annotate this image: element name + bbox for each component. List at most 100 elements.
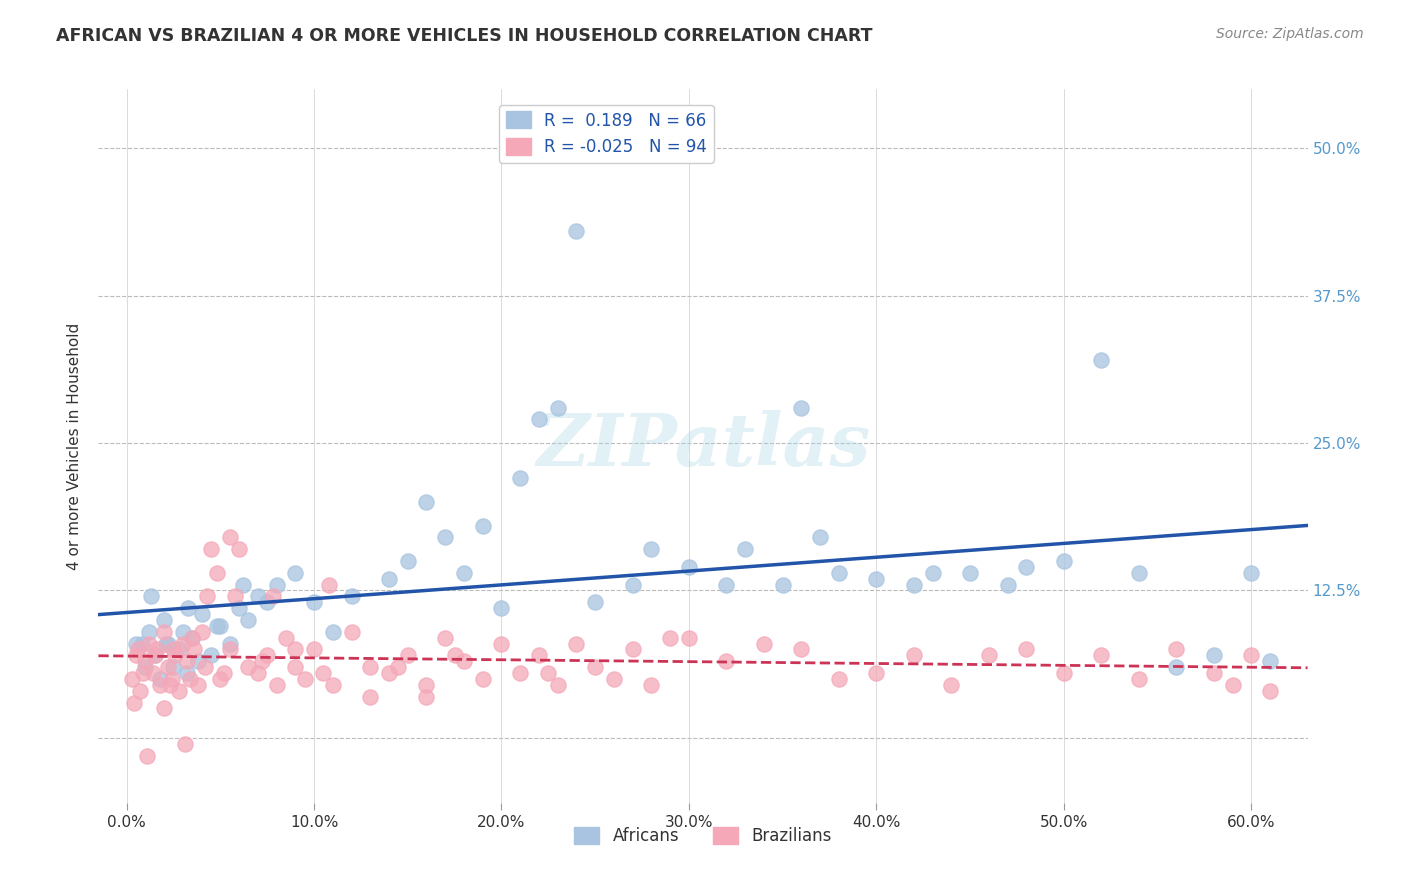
Africans: [256, 595, 278, 609]
Africans: [1090, 353, 1112, 368]
Africans: [181, 631, 204, 645]
Africans: [1053, 554, 1076, 568]
Brazilians: [143, 648, 166, 663]
Brazilians: [977, 648, 1000, 663]
Africans: [190, 607, 212, 621]
Africans: [167, 642, 190, 657]
Africans: [200, 648, 222, 663]
Brazilians: [640, 678, 662, 692]
Africans: [187, 654, 209, 668]
Africans: [1240, 566, 1263, 580]
Brazilians: [200, 542, 222, 557]
Africans: [176, 666, 198, 681]
Brazilians: [471, 672, 494, 686]
Africans: [527, 412, 550, 426]
Brazilians: [415, 690, 437, 704]
Africans: [139, 590, 162, 604]
Africans: [621, 577, 644, 591]
Text: AFRICAN VS BRAZILIAN 4 OR MORE VEHICLES IN HOUSEHOLD CORRELATION CHART: AFRICAN VS BRAZILIAN 4 OR MORE VEHICLES …: [56, 27, 873, 45]
Brazilians: [156, 660, 179, 674]
Africans: [547, 401, 569, 415]
Brazilians: [136, 748, 159, 763]
Brazilians: [312, 666, 335, 681]
Brazilians: [903, 648, 925, 663]
Brazilians: [396, 648, 419, 663]
Brazilians: [262, 590, 284, 604]
Africans: [218, 636, 240, 650]
Brazilians: [1090, 648, 1112, 663]
Brazilians: [621, 642, 644, 657]
Brazilians: [1258, 683, 1281, 698]
Africans: [396, 554, 419, 568]
Brazilians: [194, 660, 217, 674]
Africans: [138, 624, 160, 639]
Brazilians: [941, 678, 963, 692]
Africans: [640, 542, 662, 557]
Africans: [565, 224, 588, 238]
Brazilians: [443, 648, 465, 663]
Africans: [143, 648, 166, 663]
Brazilians: [1240, 648, 1263, 663]
Brazilians: [603, 672, 626, 686]
Africans: [156, 636, 179, 650]
Brazilians: [359, 690, 381, 704]
Brazilians: [183, 642, 205, 657]
Africans: [471, 518, 494, 533]
Africans: [1166, 660, 1188, 674]
Africans: [772, 577, 794, 591]
Brazilians: [294, 672, 316, 686]
Africans: [509, 471, 531, 485]
Africans: [734, 542, 756, 557]
Brazilians: [167, 683, 190, 698]
Africans: [172, 624, 194, 639]
Brazilians: [322, 678, 344, 692]
Brazilians: [828, 672, 851, 686]
Brazilians: [218, 642, 240, 657]
Africans: [959, 566, 981, 580]
Brazilians: [212, 666, 235, 681]
Brazilians: [181, 631, 204, 645]
Y-axis label: 4 or more Vehicles in Household: 4 or more Vehicles in Household: [67, 322, 83, 570]
Brazilians: [132, 666, 155, 681]
Africans: [808, 530, 831, 544]
Brazilians: [1166, 642, 1188, 657]
Brazilians: [509, 666, 531, 681]
Africans: [155, 636, 177, 650]
Africans: [1015, 560, 1038, 574]
Brazilians: [145, 642, 167, 657]
Brazilians: [302, 642, 325, 657]
Africans: [131, 636, 153, 650]
Brazilians: [678, 631, 700, 645]
Africans: [177, 601, 200, 615]
Africans: [125, 636, 148, 650]
Brazilians: [142, 666, 165, 681]
Brazilians: [149, 678, 172, 692]
Brazilians: [1202, 666, 1225, 681]
Brazilians: [172, 636, 194, 650]
Brazilians: [1053, 666, 1076, 681]
Brazilians: [453, 654, 475, 668]
Africans: [134, 660, 156, 674]
Brazilians: [284, 660, 307, 674]
Africans: [228, 601, 250, 615]
Brazilians: [190, 624, 212, 639]
Brazilians: [250, 654, 273, 668]
Brazilians: [246, 666, 269, 681]
Brazilians: [256, 648, 278, 663]
Brazilians: [122, 696, 145, 710]
Brazilians: [274, 631, 297, 645]
Brazilians: [387, 660, 409, 674]
Brazilians: [160, 672, 183, 686]
Brazilians: [752, 636, 775, 650]
Africans: [583, 595, 606, 609]
Brazilians: [224, 590, 246, 604]
Africans: [434, 530, 457, 544]
Africans: [340, 590, 363, 604]
Brazilians: [527, 648, 550, 663]
Brazilians: [128, 683, 150, 698]
Brazilians: [1128, 672, 1150, 686]
Brazilians: [491, 636, 513, 650]
Brazilians: [153, 701, 176, 715]
Brazilians: [865, 666, 887, 681]
Brazilians: [179, 672, 201, 686]
